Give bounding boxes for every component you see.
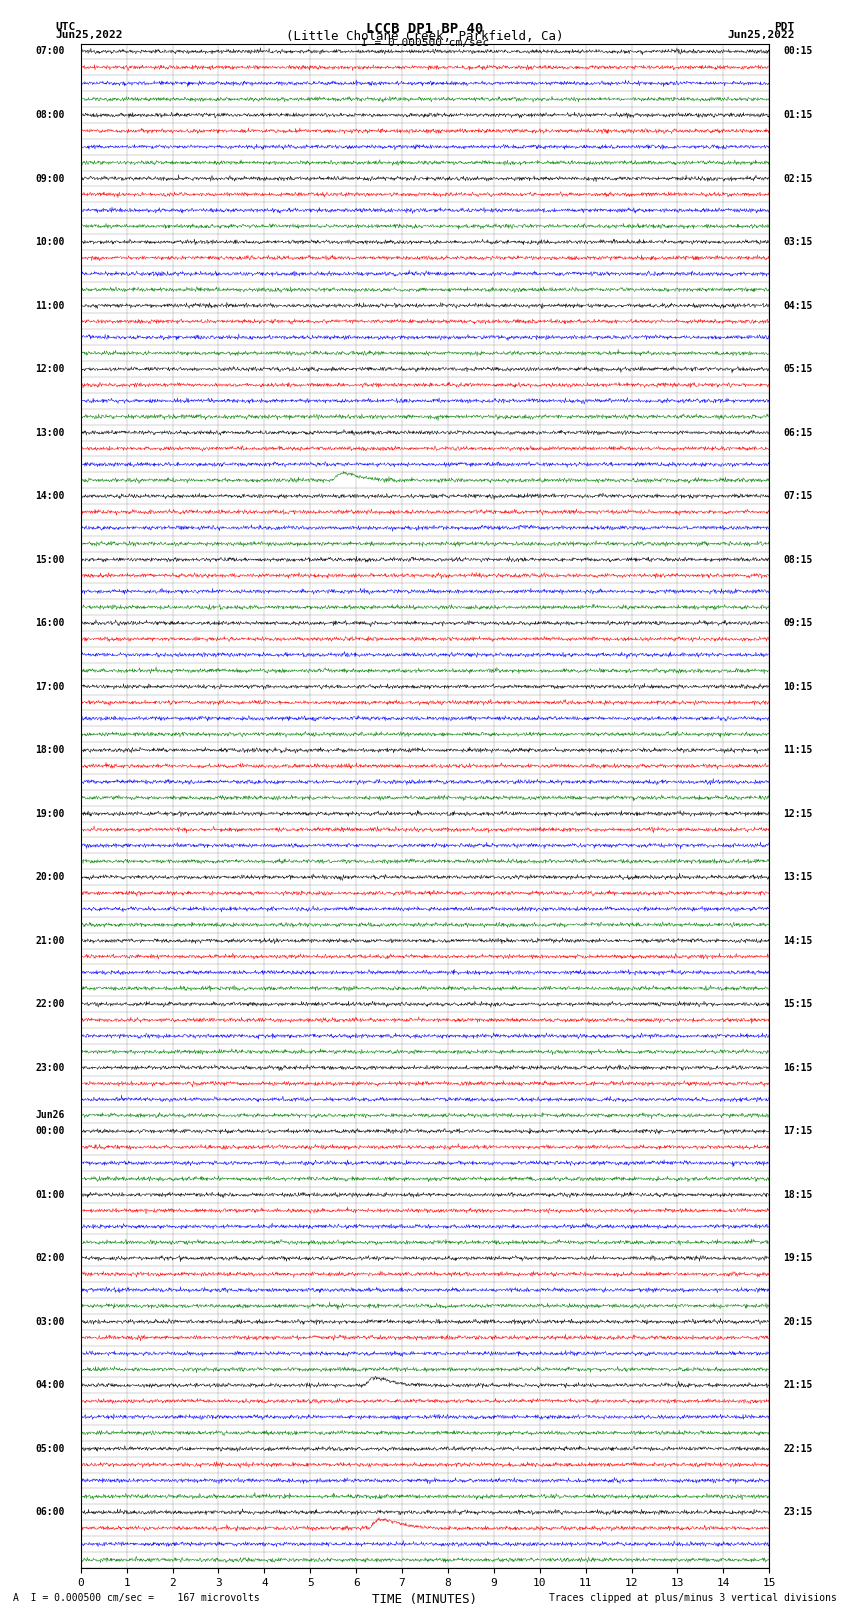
- Text: 03:00: 03:00: [36, 1316, 65, 1327]
- Text: 00:00: 00:00: [36, 1126, 65, 1136]
- Text: 18:15: 18:15: [783, 1190, 813, 1200]
- Text: 01:00: 01:00: [36, 1190, 65, 1200]
- Text: 02:00: 02:00: [36, 1253, 65, 1263]
- Text: PDT: PDT: [774, 23, 795, 32]
- Text: 17:15: 17:15: [783, 1126, 813, 1136]
- Text: 03:15: 03:15: [783, 237, 813, 247]
- Text: 21:15: 21:15: [783, 1381, 813, 1390]
- Text: 04:15: 04:15: [783, 300, 813, 311]
- Text: 20:00: 20:00: [36, 873, 65, 882]
- Text: 09:00: 09:00: [36, 174, 65, 184]
- Text: Jun26: Jun26: [36, 1110, 65, 1121]
- Text: 04:00: 04:00: [36, 1381, 65, 1390]
- Text: UTC: UTC: [55, 23, 76, 32]
- Text: 17:00: 17:00: [36, 682, 65, 692]
- Text: 11:15: 11:15: [783, 745, 813, 755]
- Text: 12:15: 12:15: [783, 808, 813, 819]
- Text: A  I = 0.000500 cm/sec =    167 microvolts: A I = 0.000500 cm/sec = 167 microvolts: [13, 1594, 259, 1603]
- Text: 22:15: 22:15: [783, 1444, 813, 1453]
- Text: 12:00: 12:00: [36, 365, 65, 374]
- Text: 20:15: 20:15: [783, 1316, 813, 1327]
- Text: 14:15: 14:15: [783, 936, 813, 945]
- Text: 06:00: 06:00: [36, 1507, 65, 1518]
- Text: Jun25,2022: Jun25,2022: [55, 31, 122, 40]
- Text: Jun25,2022: Jun25,2022: [728, 31, 795, 40]
- Text: 10:15: 10:15: [783, 682, 813, 692]
- Text: 16:00: 16:00: [36, 618, 65, 627]
- Text: 18:00: 18:00: [36, 745, 65, 755]
- Text: 10:00: 10:00: [36, 237, 65, 247]
- Text: 02:15: 02:15: [783, 174, 813, 184]
- Text: 07:15: 07:15: [783, 490, 813, 502]
- Text: 19:15: 19:15: [783, 1253, 813, 1263]
- Text: 23:15: 23:15: [783, 1507, 813, 1518]
- Text: 11:00: 11:00: [36, 300, 65, 311]
- Text: (Little Cholane Creek, Parkfield, Ca): (Little Cholane Creek, Parkfield, Ca): [286, 31, 564, 44]
- Text: 13:15: 13:15: [783, 873, 813, 882]
- X-axis label: TIME (MINUTES): TIME (MINUTES): [372, 1594, 478, 1607]
- Text: 15:15: 15:15: [783, 998, 813, 1010]
- Text: 15:00: 15:00: [36, 555, 65, 565]
- Text: 13:00: 13:00: [36, 427, 65, 437]
- Text: Traces clipped at plus/minus 3 vertical divisions: Traces clipped at plus/minus 3 vertical …: [549, 1594, 837, 1603]
- Text: 05:00: 05:00: [36, 1444, 65, 1453]
- Text: 01:15: 01:15: [783, 110, 813, 119]
- Text: 21:00: 21:00: [36, 936, 65, 945]
- Text: 07:00: 07:00: [36, 47, 65, 56]
- Text: LCCB DP1 BP 40: LCCB DP1 BP 40: [366, 23, 484, 35]
- Text: 00:15: 00:15: [783, 47, 813, 56]
- Text: 09:15: 09:15: [783, 618, 813, 627]
- Text: 08:15: 08:15: [783, 555, 813, 565]
- Text: 06:15: 06:15: [783, 427, 813, 437]
- Text: 05:15: 05:15: [783, 365, 813, 374]
- Text: 16:15: 16:15: [783, 1063, 813, 1073]
- Text: 23:00: 23:00: [36, 1063, 65, 1073]
- Text: 14:00: 14:00: [36, 490, 65, 502]
- Text: 22:00: 22:00: [36, 998, 65, 1010]
- Text: 19:00: 19:00: [36, 808, 65, 819]
- Text: 08:00: 08:00: [36, 110, 65, 119]
- Text: I = 0.000500 cm/sec: I = 0.000500 cm/sec: [361, 37, 489, 48]
